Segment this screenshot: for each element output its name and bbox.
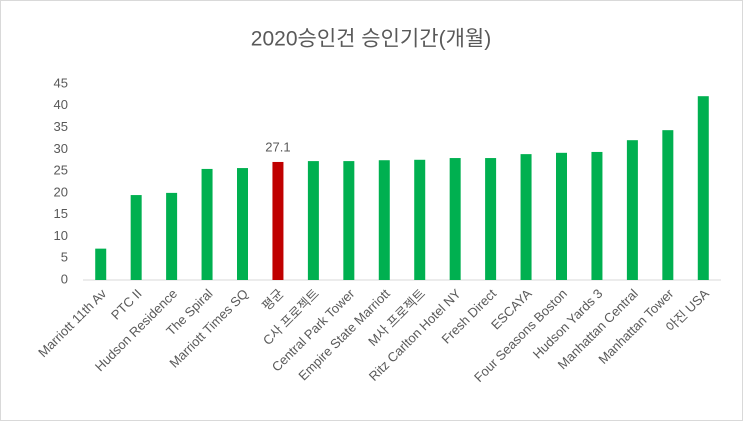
bar (272, 161, 284, 280)
bar (520, 154, 532, 280)
y-tick-label: 25 (54, 163, 68, 178)
value-label: 27.1 (265, 139, 290, 154)
bar (307, 161, 319, 280)
bar (414, 159, 426, 280)
bar (697, 96, 709, 280)
bar (95, 248, 107, 280)
y-tick-label: 10 (54, 228, 68, 243)
bar (591, 151, 603, 280)
bar (378, 160, 390, 280)
y-tick-label: 20 (54, 184, 68, 199)
chart-title: 2020승인건 승인기간(개월) (251, 28, 491, 51)
bar (130, 195, 142, 280)
bar (485, 158, 497, 280)
y-tick-label: 40 (54, 97, 68, 112)
bar (449, 158, 461, 280)
y-tick-label: 45 (54, 75, 68, 90)
y-tick-label: 15 (54, 206, 68, 221)
y-tick-label: 0 (61, 271, 68, 286)
bar (556, 152, 567, 280)
bar (662, 130, 674, 280)
bar (201, 168, 213, 280)
y-tick-label: 5 (61, 250, 68, 265)
bar (166, 192, 178, 280)
bar (237, 168, 248, 280)
bar (343, 161, 355, 280)
bar (626, 140, 638, 280)
y-tick-label: 35 (54, 119, 68, 134)
y-tick-label: 30 (54, 141, 68, 156)
